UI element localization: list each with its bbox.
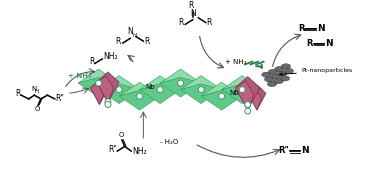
Circle shape xyxy=(96,80,102,86)
Text: + NH₃: + NH₃ xyxy=(68,73,91,79)
Ellipse shape xyxy=(271,74,280,79)
Circle shape xyxy=(116,87,122,93)
Polygon shape xyxy=(139,76,181,90)
Circle shape xyxy=(245,108,251,114)
Polygon shape xyxy=(99,76,139,90)
Polygon shape xyxy=(181,76,222,90)
Ellipse shape xyxy=(268,69,277,74)
Polygon shape xyxy=(248,85,266,110)
Polygon shape xyxy=(222,84,263,104)
Text: N: N xyxy=(32,86,37,92)
Circle shape xyxy=(136,93,143,99)
Polygon shape xyxy=(97,76,113,103)
Text: O: O xyxy=(34,106,40,112)
Text: N: N xyxy=(301,146,308,155)
Ellipse shape xyxy=(284,68,293,74)
Text: - H₂O: - H₂O xyxy=(160,139,178,145)
Polygon shape xyxy=(78,69,119,83)
Text: R: R xyxy=(188,1,194,10)
Text: R: R xyxy=(307,39,313,48)
Polygon shape xyxy=(91,83,104,104)
Text: H: H xyxy=(34,89,39,94)
Text: O: O xyxy=(118,132,124,138)
Polygon shape xyxy=(119,82,160,96)
Circle shape xyxy=(245,102,251,107)
Polygon shape xyxy=(139,84,181,104)
Text: R": R" xyxy=(108,145,117,154)
Text: R: R xyxy=(90,57,95,66)
Circle shape xyxy=(178,80,184,86)
Text: Pt-nanoparticles: Pt-nanoparticles xyxy=(279,69,353,75)
Circle shape xyxy=(157,87,163,93)
Text: + NH₃: + NH₃ xyxy=(225,58,247,65)
Polygon shape xyxy=(181,84,222,104)
Text: R: R xyxy=(116,37,121,46)
Text: NH₂: NH₂ xyxy=(103,52,118,61)
Ellipse shape xyxy=(281,64,291,69)
Circle shape xyxy=(218,93,225,99)
Text: NH₂: NH₂ xyxy=(132,147,147,156)
Polygon shape xyxy=(97,72,119,103)
Text: Nb: Nb xyxy=(145,84,155,90)
Text: N: N xyxy=(190,9,195,18)
Polygon shape xyxy=(91,79,108,104)
Polygon shape xyxy=(201,90,242,110)
Text: Nb: Nb xyxy=(229,90,239,96)
Polygon shape xyxy=(201,82,242,96)
Polygon shape xyxy=(160,69,201,83)
Polygon shape xyxy=(99,84,139,104)
Ellipse shape xyxy=(277,71,287,76)
Text: R: R xyxy=(144,37,150,46)
Polygon shape xyxy=(222,76,263,90)
Ellipse shape xyxy=(275,67,284,72)
Text: R: R xyxy=(178,18,183,27)
Text: R: R xyxy=(207,18,212,27)
FancyArrowPatch shape xyxy=(256,64,262,68)
Ellipse shape xyxy=(280,76,290,81)
Polygon shape xyxy=(235,81,254,110)
Ellipse shape xyxy=(274,79,283,84)
Ellipse shape xyxy=(267,81,277,86)
Text: N: N xyxy=(325,39,333,48)
Text: R: R xyxy=(15,89,20,98)
Circle shape xyxy=(105,102,111,107)
Text: R": R" xyxy=(278,146,289,155)
Text: N: N xyxy=(127,28,133,37)
Circle shape xyxy=(239,87,245,93)
Polygon shape xyxy=(235,77,260,110)
Polygon shape xyxy=(248,88,262,110)
Text: R": R" xyxy=(56,94,65,103)
Circle shape xyxy=(105,99,111,105)
Ellipse shape xyxy=(265,77,274,82)
Text: N: N xyxy=(317,24,324,33)
Text: R: R xyxy=(298,24,305,33)
Polygon shape xyxy=(119,90,160,110)
Polygon shape xyxy=(78,78,119,97)
Ellipse shape xyxy=(262,72,271,77)
Text: H: H xyxy=(132,33,136,38)
Circle shape xyxy=(198,87,204,93)
Polygon shape xyxy=(160,78,201,97)
